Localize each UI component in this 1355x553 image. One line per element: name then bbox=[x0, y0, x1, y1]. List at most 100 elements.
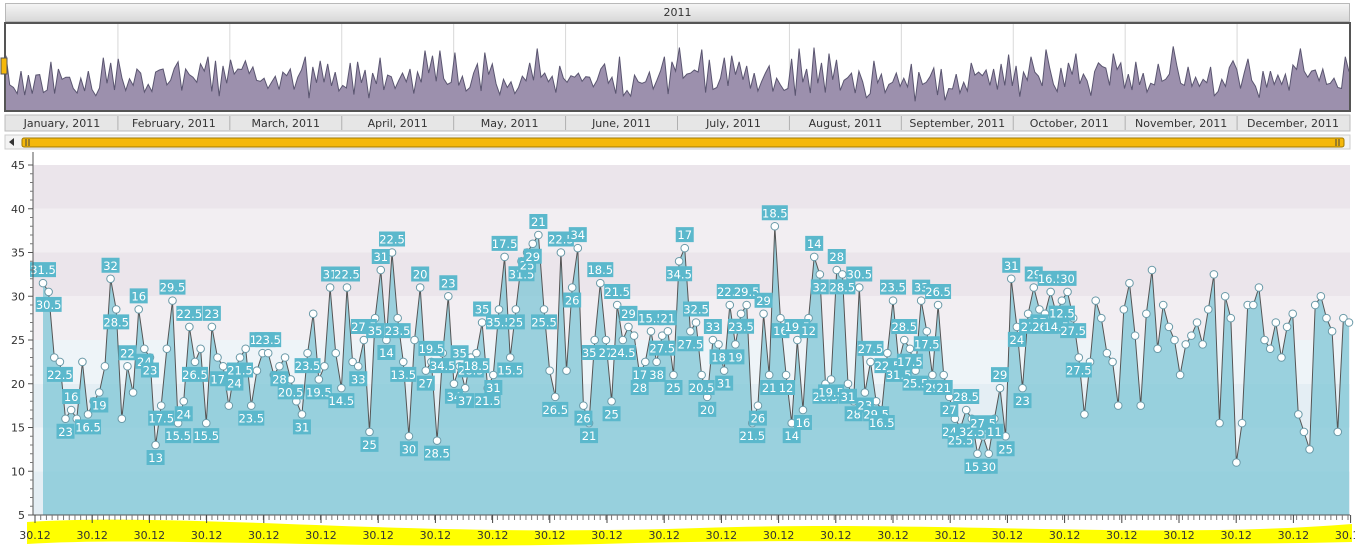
data-point[interactable] bbox=[123, 361, 132, 371]
data-point[interactable] bbox=[162, 344, 172, 354]
data-point[interactable] bbox=[353, 361, 363, 371]
month-label[interactable]: September, 2011 bbox=[909, 117, 1005, 130]
data-point[interactable] bbox=[933, 300, 943, 310]
data-point[interactable] bbox=[1215, 418, 1224, 428]
data-point[interactable] bbox=[201, 418, 211, 428]
data-point[interactable] bbox=[472, 348, 481, 358]
data-point[interactable] bbox=[781, 370, 791, 380]
data-point[interactable] bbox=[984, 449, 994, 459]
data-point[interactable] bbox=[38, 278, 48, 288]
data-point[interactable] bbox=[854, 283, 864, 292]
month-label[interactable]: March, 2011 bbox=[252, 117, 321, 130]
data-point[interactable] bbox=[939, 370, 948, 380]
period-title-bar[interactable]: 2011 bbox=[5, 3, 1350, 22]
month-label[interactable]: January, 2011 bbox=[23, 117, 101, 130]
scroll-left-arrow-icon[interactable] bbox=[9, 138, 14, 146]
data-point[interactable] bbox=[489, 370, 498, 380]
data-point[interactable] bbox=[106, 274, 115, 284]
data-point[interactable] bbox=[1108, 357, 1117, 367]
navigator-left-handle[interactable] bbox=[0, 57, 8, 75]
data-point[interactable] bbox=[1046, 287, 1055, 297]
data-point[interactable] bbox=[1175, 370, 1185, 380]
data-point[interactable] bbox=[1198, 340, 1207, 349]
data-point[interactable] bbox=[618, 335, 628, 345]
data-point[interactable] bbox=[674, 256, 684, 266]
month-label[interactable]: July, 2011 bbox=[705, 117, 761, 130]
month-label[interactable]: February, 2011 bbox=[132, 117, 216, 130]
data-point[interactable] bbox=[1119, 305, 1129, 314]
data-point[interactable] bbox=[1327, 326, 1337, 336]
data-point[interactable] bbox=[629, 331, 639, 340]
data-point[interactable] bbox=[61, 414, 70, 424]
data-point[interactable] bbox=[764, 370, 774, 380]
data-point[interactable] bbox=[1181, 340, 1191, 349]
data-point[interactable] bbox=[1080, 410, 1089, 419]
data-point[interactable] bbox=[128, 388, 138, 397]
data-point[interactable] bbox=[151, 440, 160, 450]
data-point[interactable] bbox=[365, 427, 374, 437]
data-point[interactable] bbox=[1057, 296, 1067, 305]
data-point[interactable] bbox=[714, 340, 723, 349]
data-point[interactable] bbox=[241, 344, 250, 354]
data-point[interactable] bbox=[1006, 274, 1016, 284]
data-point[interactable] bbox=[376, 265, 386, 275]
data-point[interactable] bbox=[432, 436, 442, 445]
data-point[interactable] bbox=[928, 370, 937, 380]
data-point[interactable] bbox=[663, 326, 673, 336]
data-point[interactable] bbox=[1305, 445, 1314, 454]
data-point[interactable] bbox=[680, 243, 690, 253]
data-point[interactable] bbox=[134, 305, 143, 314]
data-point[interactable] bbox=[156, 401, 166, 410]
data-point[interactable] bbox=[1097, 313, 1106, 323]
data-point[interactable] bbox=[263, 348, 273, 358]
data-point[interactable] bbox=[415, 283, 425, 292]
data-point[interactable] bbox=[179, 396, 189, 406]
data-point[interactable] bbox=[1130, 331, 1140, 340]
data-point[interactable] bbox=[815, 270, 825, 279]
timeline-navigator[interactable]: January, 2011 February, 2011 March, 2011 Ap… bbox=[0, 22, 1355, 150]
data-point[interactable] bbox=[612, 300, 622, 310]
data-point[interactable] bbox=[1158, 300, 1168, 310]
data-point[interactable] bbox=[753, 401, 763, 410]
data-point[interactable] bbox=[1333, 427, 1343, 437]
data-point[interactable] bbox=[342, 283, 352, 292]
data-point[interactable] bbox=[866, 357, 875, 367]
data-point[interactable] bbox=[280, 353, 290, 362]
data-point[interactable] bbox=[246, 401, 256, 410]
data-point[interactable] bbox=[460, 383, 470, 393]
data-point[interactable] bbox=[494, 305, 504, 314]
data-point[interactable] bbox=[770, 221, 780, 231]
data-point[interactable] bbox=[567, 283, 577, 292]
data-point[interactable] bbox=[337, 383, 346, 393]
data-point[interactable] bbox=[860, 388, 870, 397]
data-point[interactable] bbox=[314, 375, 324, 384]
data-point[interactable] bbox=[1035, 305, 1044, 314]
data-point[interactable] bbox=[601, 335, 611, 345]
data-point[interactable] bbox=[1029, 283, 1039, 292]
data-point[interactable] bbox=[1142, 309, 1151, 319]
data-point[interactable] bbox=[1164, 322, 1174, 332]
data-point[interactable] bbox=[235, 353, 245, 362]
data-point[interactable] bbox=[759, 309, 768, 319]
data-point[interactable] bbox=[534, 230, 543, 240]
data-point[interactable] bbox=[393, 313, 402, 323]
scrollbar-thumb[interactable] bbox=[21, 137, 1345, 148]
data-point[interactable] bbox=[1277, 353, 1286, 362]
data-point[interactable] bbox=[579, 401, 588, 410]
data-point[interactable] bbox=[213, 353, 222, 362]
data-point[interactable] bbox=[1254, 283, 1264, 292]
data-point[interactable] bbox=[477, 318, 487, 327]
data-point[interactable] bbox=[905, 344, 915, 354]
data-point[interactable] bbox=[843, 379, 853, 389]
data-point[interactable] bbox=[49, 353, 59, 362]
data-point[interactable] bbox=[140, 344, 149, 354]
month-label[interactable]: November, 2011 bbox=[1135, 117, 1227, 130]
data-point[interactable] bbox=[973, 449, 982, 459]
data-point[interactable] bbox=[708, 335, 718, 345]
data-point[interactable] bbox=[410, 335, 419, 345]
data-point[interactable] bbox=[888, 296, 898, 305]
data-point[interactable] bbox=[1192, 318, 1202, 327]
data-point[interactable] bbox=[1271, 318, 1281, 327]
month-label[interactable]: May, 2011 bbox=[481, 117, 539, 130]
data-point[interactable] bbox=[449, 379, 459, 389]
